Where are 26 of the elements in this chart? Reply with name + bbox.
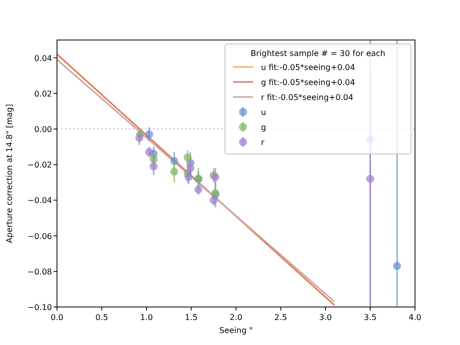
legend-label: r fit:-0.05*seeing+0.04 (261, 93, 354, 102)
legend-label: u fit:-0.05*seeing+0.04 (261, 63, 356, 72)
x-tick-label: 3.0 (319, 313, 332, 322)
y-tick-label: 0.02 (34, 89, 52, 98)
x-tick-label: 1.0 (140, 313, 153, 322)
x-tick-label: 2.5 (274, 313, 288, 322)
legend-label: r (261, 138, 265, 147)
x-tick-label: 4.0 (408, 313, 422, 322)
y-axis-title: Aperture correction at 14.8" [mag] (5, 104, 14, 243)
y-tick-label: −0.06 (27, 232, 52, 241)
y-tick-label: 0.00 (34, 125, 52, 134)
x-axis-title: Seeing " (219, 326, 253, 335)
y-tick-label: −0.10 (27, 303, 52, 312)
y-tick-label: −0.08 (27, 267, 52, 276)
legend-label: g (261, 123, 266, 132)
y-tick-label: −0.02 (27, 160, 52, 170)
legend-title: Brightest sample # = 30 for each (250, 49, 386, 58)
y-tick-label: 0.04 (34, 54, 52, 63)
x-tick-label: 3.5 (364, 313, 377, 322)
x-tick-label: 1.5 (184, 313, 198, 322)
x-tick-label: 0.0 (50, 313, 64, 322)
x-tick-label: 0.5 (95, 313, 108, 322)
legend-label: g fit:-0.05*seeing+0.04 (261, 78, 356, 87)
legend-label: u (261, 108, 266, 117)
y-tick-label: −0.04 (27, 196, 52, 206)
x-tick-label: 2.0 (230, 313, 242, 322)
